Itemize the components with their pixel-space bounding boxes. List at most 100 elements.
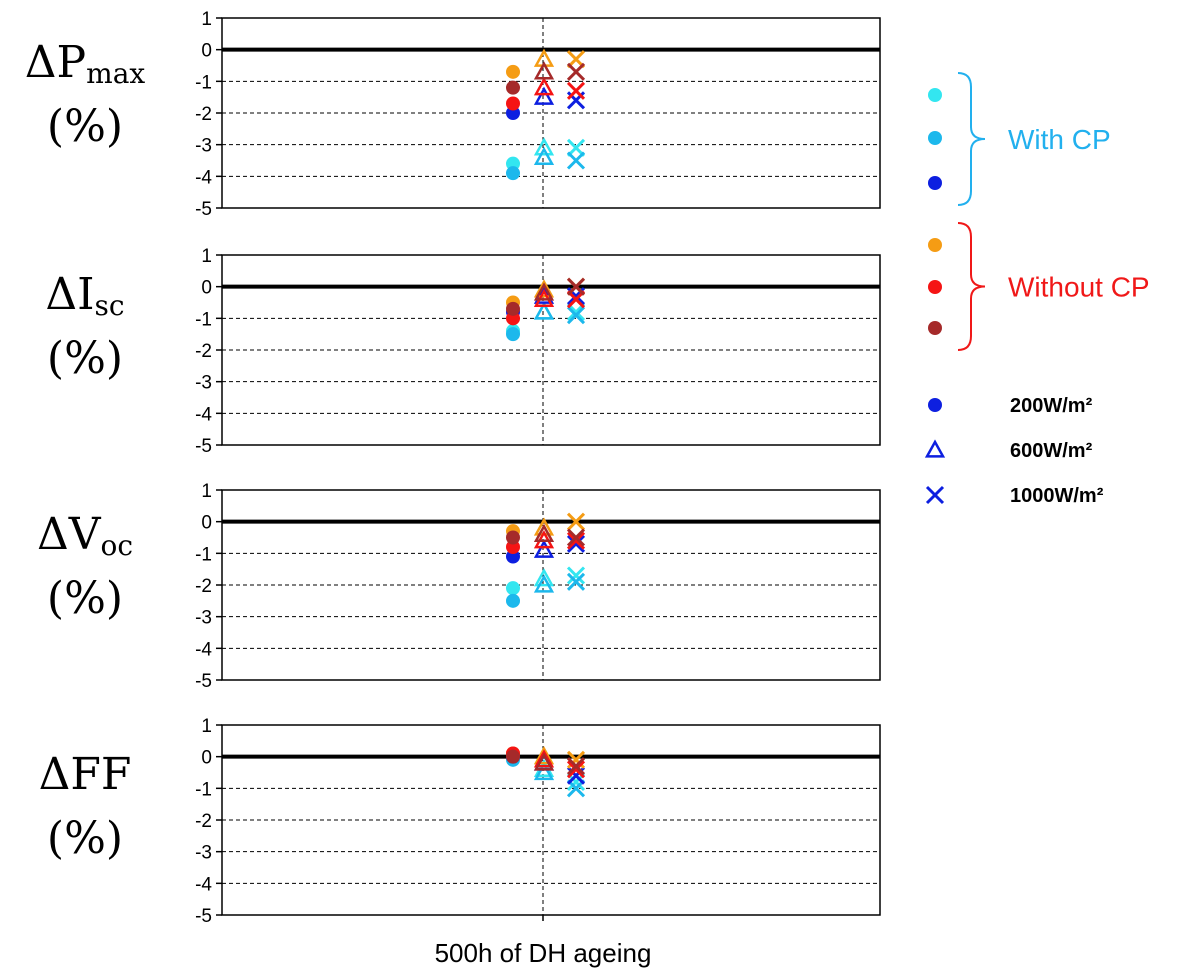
- cross-stroke: [566, 534, 586, 553]
- y-tick-label: -3: [195, 136, 212, 157]
- y-tick-label: -1: [195, 72, 212, 93]
- panel-label-ff: ΔFF (%): [0, 750, 170, 867]
- cross-stroke: [566, 306, 586, 325]
- cross-stroke: [566, 151, 586, 170]
- y-tick-label: -3: [195, 608, 212, 629]
- data-point-circle: [506, 581, 520, 596]
- data-point-cross: [566, 151, 586, 170]
- panel-subscript: oc: [100, 529, 134, 562]
- y-tick-label: -4: [195, 167, 212, 188]
- y-tick-label: -5: [195, 436, 212, 457]
- data-point-cross: [566, 306, 586, 325]
- cross-stroke: [566, 512, 586, 531]
- panel-subscript: max: [86, 57, 146, 90]
- y-tick-label: 1: [201, 716, 212, 737]
- data-point-triangle: [533, 523, 555, 542]
- data-point-triangle: [533, 86, 555, 105]
- cross-stroke: [566, 81, 586, 100]
- data-point-circle: [506, 301, 520, 316]
- panel-unit: (%): [46, 101, 124, 152]
- data-point-cross: [566, 572, 586, 591]
- cross-stroke: [566, 62, 586, 81]
- panel-label-voc: ΔVoc (%): [0, 510, 170, 627]
- data-point-circle: [506, 64, 520, 79]
- legend-brace: [957, 72, 986, 206]
- data-point-triangle: [533, 146, 555, 165]
- y-tick-label: -3: [195, 843, 212, 864]
- y-tick-label: -2: [195, 341, 212, 362]
- panel-symbol: ΔFF: [38, 749, 132, 800]
- data-point-circle: [506, 80, 520, 95]
- data-point-cross: [566, 81, 586, 100]
- y-tick-label: 0: [201, 41, 212, 62]
- data-point-cross: [566, 566, 586, 585]
- data-point-cross: [566, 277, 586, 296]
- data-point-triangle: [533, 279, 555, 298]
- panel-unit: (%): [46, 333, 124, 384]
- y-tick-label: -2: [195, 576, 212, 597]
- data-point-circle: [506, 166, 520, 181]
- data-point-triangle: [533, 77, 555, 96]
- data-point-triangle: [533, 749, 555, 768]
- x-axis-label: 500h of DH ageing: [435, 938, 652, 968]
- legend-group-label: With CP: [1008, 124, 1111, 155]
- cross-stroke: [566, 572, 586, 591]
- data-point-cross: [566, 528, 586, 547]
- data-point-triangle: [533, 574, 555, 593]
- data-point-triangle: [533, 539, 555, 558]
- cross-stroke: [925, 485, 945, 505]
- y-tick-label: 1: [201, 481, 212, 502]
- y-tick-label: -4: [195, 404, 212, 425]
- legend-swatch: [928, 176, 942, 190]
- y-tick-label: -5: [195, 671, 212, 692]
- data-point-circle: [506, 96, 520, 111]
- cross-stroke: [566, 566, 586, 585]
- panel-symbol: ΔP: [24, 37, 87, 88]
- y-tick-label: -5: [195, 199, 212, 220]
- data-point-cross: [566, 512, 586, 531]
- data-point-triangle: [533, 137, 555, 156]
- y-tick-label: -4: [195, 874, 212, 895]
- cross-stroke: [566, 760, 586, 779]
- data-point-triangle: [533, 761, 555, 781]
- data-point-triangle: [533, 568, 555, 587]
- y-tick-label: -3: [195, 373, 212, 394]
- legend-swatch: [928, 238, 942, 252]
- data-point-circle: [506, 593, 520, 608]
- data-point-triangle: [533, 301, 555, 320]
- y-tick-label: -2: [195, 104, 212, 125]
- cross-stroke: [566, 531, 586, 550]
- panel-unit: (%): [46, 573, 124, 624]
- data-point-cross: [566, 760, 586, 779]
- cross-stroke: [566, 757, 586, 776]
- legend-group-label: Without CP: [1008, 272, 1150, 303]
- cross-stroke: [566, 528, 586, 547]
- y-tick-label: 0: [201, 278, 212, 299]
- legend-swatch: [928, 280, 942, 294]
- data-point-triangle: [533, 61, 555, 80]
- legend-marker-circle: [928, 398, 942, 412]
- data-point-cross: [566, 757, 586, 776]
- y-tick-label: -5: [195, 906, 212, 927]
- y-tick-label: -2: [195, 811, 212, 832]
- data-point-circle: [506, 327, 520, 342]
- y-tick-label: 0: [201, 513, 212, 534]
- y-tick-label: 1: [201, 9, 212, 30]
- legend-irradiance-label: 1000W/m²: [1010, 485, 1104, 507]
- legend-marker-triangle: [924, 439, 946, 458]
- panel-subscript: sc: [94, 289, 125, 322]
- data-point-cross: [566, 531, 586, 550]
- y-tick-label: 1: [201, 246, 212, 267]
- y-tick-label: -1: [195, 309, 212, 330]
- legend-irradiance-label: 600W/m²: [1010, 440, 1093, 462]
- legend-swatch: [928, 131, 942, 145]
- legend-brace: [957, 222, 986, 351]
- y-tick-label: -1: [195, 544, 212, 565]
- panel-label-isc: ΔIsc (%): [0, 270, 170, 387]
- panel-symbol: ΔI: [45, 269, 95, 320]
- y-tick-label: -4: [195, 639, 212, 660]
- y-tick-label: -1: [195, 779, 212, 800]
- panel-label-pmax: ΔPmax (%): [0, 38, 170, 155]
